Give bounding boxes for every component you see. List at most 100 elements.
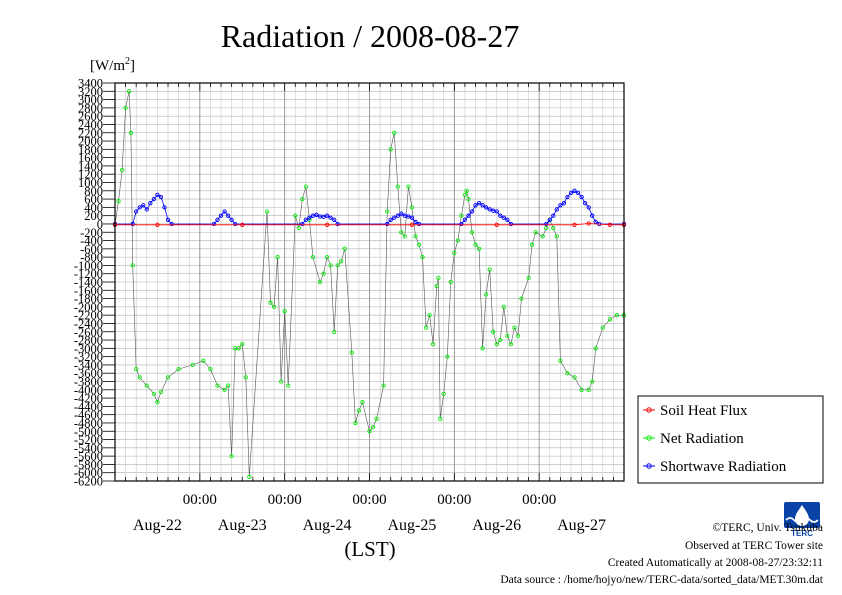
y-tick-label: 1600 bbox=[78, 151, 103, 165]
data-point bbox=[452, 250, 457, 256]
data-point bbox=[483, 205, 489, 210]
data-point bbox=[572, 222, 577, 227]
data-point bbox=[540, 234, 545, 239]
y-tick-labels: 3400320030002800260024002200200018001600… bbox=[74, 77, 115, 489]
y-axis-unit-suffix: ] bbox=[130, 58, 135, 74]
data-point bbox=[236, 346, 241, 351]
data-point bbox=[395, 184, 400, 189]
data-point bbox=[225, 383, 231, 388]
data-point bbox=[229, 453, 234, 459]
data-point bbox=[324, 222, 330, 227]
y-tick-label: -1800 bbox=[74, 292, 103, 306]
terc-logo-drop-icon bbox=[795, 505, 809, 526]
data-point bbox=[155, 222, 160, 227]
data-point bbox=[402, 234, 407, 239]
data-point bbox=[459, 213, 464, 218]
y-tick-label: -4400 bbox=[74, 400, 103, 414]
data-point bbox=[335, 263, 340, 268]
data-point bbox=[356, 408, 362, 413]
data-point bbox=[218, 213, 224, 218]
data-point bbox=[430, 342, 436, 347]
y-tick-label: -3200 bbox=[74, 350, 103, 364]
data-point bbox=[554, 207, 559, 212]
data-point bbox=[385, 209, 390, 214]
y-tick-label: 2800 bbox=[78, 101, 103, 115]
data-point bbox=[586, 387, 591, 392]
data-point bbox=[445, 354, 450, 359]
data-point bbox=[190, 362, 195, 368]
y-tick-label: -4800 bbox=[74, 416, 103, 430]
data-point bbox=[240, 342, 245, 347]
data-point bbox=[473, 242, 478, 247]
date-label: Aug-22 bbox=[133, 517, 182, 534]
data-point bbox=[275, 254, 280, 260]
data-point bbox=[222, 387, 227, 392]
data-point bbox=[547, 217, 552, 222]
data-point bbox=[508, 342, 514, 347]
series-line bbox=[114, 91, 624, 477]
data-point bbox=[466, 196, 471, 202]
y-tick-label: -5000 bbox=[74, 425, 103, 439]
data-point bbox=[335, 221, 340, 227]
data-point bbox=[498, 213, 503, 218]
data-point bbox=[607, 222, 613, 227]
data-point bbox=[264, 209, 270, 214]
data-point bbox=[579, 194, 584, 200]
legend: Soil Heat Flux Net Radiation Shortwave Rad… bbox=[637, 395, 824, 484]
data-point bbox=[473, 203, 478, 208]
data-point bbox=[141, 203, 146, 208]
data-point bbox=[487, 207, 492, 212]
y-tick-label: 0 bbox=[97, 217, 103, 231]
date-label: Aug-25 bbox=[387, 517, 436, 534]
legend-items: Soil Heat Flux Net Radiation Shortwave Rad… bbox=[643, 403, 787, 475]
y-tick-label: -2600 bbox=[74, 325, 103, 339]
y-tick-label: 3400 bbox=[78, 77, 103, 91]
y-tick-label: 400 bbox=[84, 201, 103, 215]
data-point bbox=[342, 246, 347, 251]
data-point bbox=[466, 213, 471, 218]
data-point bbox=[328, 215, 333, 220]
data-point bbox=[271, 304, 277, 310]
data-point bbox=[501, 215, 506, 220]
data-point bbox=[406, 214, 411, 219]
data-point bbox=[130, 263, 135, 268]
data-point bbox=[582, 201, 588, 206]
data-point bbox=[565, 371, 570, 376]
y-tick-label: -3800 bbox=[74, 375, 103, 389]
data-point bbox=[374, 416, 379, 421]
data-point bbox=[208, 366, 213, 372]
y-tick-label: -1600 bbox=[74, 284, 103, 298]
data-point bbox=[590, 379, 595, 384]
data-point bbox=[409, 205, 415, 210]
data-point bbox=[614, 313, 620, 318]
data-point bbox=[561, 201, 567, 206]
data-point bbox=[436, 275, 441, 281]
y-tick-label: 3000 bbox=[78, 93, 103, 107]
data-point bbox=[169, 221, 174, 227]
terc-logo: TERC bbox=[784, 502, 820, 538]
data-point bbox=[137, 205, 142, 210]
data-point bbox=[392, 130, 397, 135]
data-point bbox=[240, 222, 245, 227]
data-point bbox=[515, 333, 521, 339]
data-point bbox=[459, 221, 464, 227]
data-point bbox=[328, 263, 333, 268]
data-point bbox=[494, 222, 499, 227]
data-point bbox=[243, 375, 248, 380]
data-point bbox=[321, 214, 326, 220]
data-point bbox=[434, 283, 439, 289]
data-point bbox=[360, 400, 365, 405]
data-point bbox=[558, 358, 563, 363]
data-point bbox=[158, 194, 164, 200]
y-tick-label: -5600 bbox=[74, 450, 103, 464]
data-point bbox=[324, 213, 330, 218]
y-tick-label: -2000 bbox=[74, 300, 103, 314]
data-point bbox=[229, 217, 234, 222]
data-point bbox=[176, 366, 181, 372]
data-point bbox=[222, 209, 227, 214]
legend-box bbox=[637, 395, 824, 484]
data-point bbox=[416, 221, 422, 227]
data-point bbox=[512, 325, 517, 330]
data-point bbox=[469, 209, 475, 214]
data-point bbox=[296, 225, 301, 231]
